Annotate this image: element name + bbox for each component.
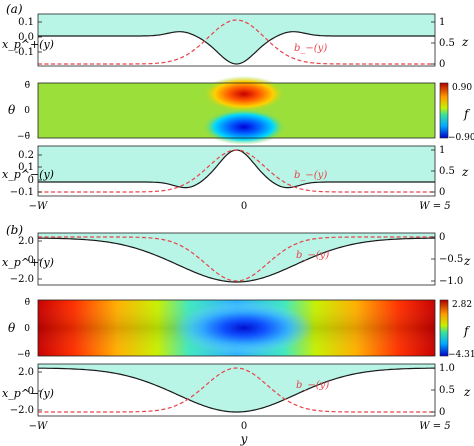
panel-a-heatmap-ytick: 0 <box>24 106 30 116</box>
panel-b-bottom-dashed-curve <box>38 367 435 413</box>
panel-b-top-ylabel: x_p^+(y) <box>2 256 54 269</box>
part-a-xtick: 0 <box>241 201 247 212</box>
panel-b-top-fill <box>38 233 435 282</box>
panel-a-bottom-ztick: 0.5 <box>439 166 455 177</box>
panel-b-top-curve-label: b_−(y) <box>296 250 329 261</box>
panel-a-bottom-ytick: 0 <box>28 175 34 186</box>
panel-b-bottom-ztick: 0.5 <box>439 385 455 396</box>
panel-a-colorbar <box>439 82 449 139</box>
panel-a-bottom-ytick: −0.1 <box>10 187 34 198</box>
panel-b-heatmap-ytick: θ̄ <box>25 298 30 308</box>
part-b-xlabel: y <box>240 432 248 446</box>
panel-b-heatmap-ytick: 0 <box>24 324 30 334</box>
panel-b-colorbar-min: −4.31 <box>448 350 474 360</box>
panel-a-bottom-ylabel: x_p^−(y) <box>2 168 54 181</box>
panel-b-bottom-zlabel: z <box>463 385 471 399</box>
panel-b-top-ztick: 0 <box>439 232 445 243</box>
panel-a-bottom-ztick: 0 <box>439 187 445 198</box>
panel-b-bottom-ztick: 1.0 <box>439 363 455 374</box>
panel-b-top-ytick: −2.0 <box>10 274 34 285</box>
panel-a-colorbar-min: −0.90 <box>448 133 474 143</box>
part-a-label: (a) <box>6 2 23 16</box>
part-b-label: (b) <box>6 223 23 237</box>
panel-a-heatmap-negative-lobe <box>202 109 286 145</box>
panel-a-bottom-ytick: 0.2 <box>18 150 34 161</box>
panel-b-top-zlabel: z <box>463 254 471 268</box>
panel-b-heatmap: θ̄ 0 −θ̄ θ 2.82 −4.31 f <box>8 298 474 360</box>
panel-b-top-ytick: 2.0 <box>18 236 34 247</box>
panel-b-top-dashed-curve <box>38 236 435 282</box>
panel-a-top-zlabel: z <box>461 35 469 49</box>
panel-a-top-curve <box>38 31 435 65</box>
panel-b-bottom-fill <box>38 364 435 412</box>
panel-b-heatmap-negative-lobe <box>174 302 314 354</box>
part-b-xtick: −W <box>29 421 48 432</box>
panel-a-colorbar-label: f <box>463 107 471 121</box>
panel-a-top-frame <box>37 13 436 67</box>
panel-a-bottom-zlabel: z <box>461 165 469 179</box>
panel-a-top-curve-label: b_−(y) <box>294 43 327 54</box>
panel-b-bottom-ytick: −2.0 <box>10 405 34 416</box>
panel-a-heatmap-ytick: θ̄ <box>25 81 30 91</box>
panel-b-colorbar-label: f <box>463 324 471 338</box>
panel-a-heatmap: θ̄ 0 −θ̄ θ 0.90 −0.90 f <box>8 76 474 145</box>
panel-a-bottom-dashed-curve <box>38 149 435 193</box>
panel-a-colorbar-max: 0.90 <box>452 83 472 93</box>
panel-b-bottom-curve-label: b_−(y) <box>296 380 329 391</box>
panel-b-top-ytick: 0 <box>28 255 34 266</box>
panel-a-top-ztick: 1 <box>439 17 445 28</box>
panel-a-top: 0.1 0.0 -0.1 1 0.5 0 z x_p^+(y) b_−(y) <box>2 13 469 70</box>
panel-b-top: 2.0 0 −2.0 0 −0.5 −1.0 z x_p^+(y) b_−(y) <box>2 232 471 287</box>
panel-a-top-dashed-curve <box>38 19 435 65</box>
panel-a-top-ytick: 0.0 <box>18 32 34 43</box>
panel-b-top-ztick: −1.0 <box>439 276 463 287</box>
panel-b-colorbar <box>439 299 449 357</box>
panel-b-top-ztick: −0.5 <box>439 254 463 265</box>
panel-b-bottom-ytick: 0 <box>28 386 34 397</box>
part-a-xtick: W = 5 <box>419 201 450 212</box>
panel-a-bottom-ytick: 0.1 <box>18 162 34 173</box>
panel-a-heatmap-positive-lobe <box>202 76 286 112</box>
panel-a-top-ytick: 0.1 <box>18 17 34 28</box>
panel-b-bottom-curve <box>38 367 435 413</box>
panel-a-heatmap-ylabel: θ <box>8 103 16 117</box>
panel-b-colorbar-max: 2.82 <box>452 300 472 310</box>
panel-b-bottom: 2.0 0 −2.0 1.0 0.5 0 z x_p^−(y) b_−(y) <box>2 363 471 418</box>
panel-a-top-ytick: -0.1 <box>15 47 34 58</box>
panel-a-heatmap-ytick: −θ̄ <box>17 132 30 142</box>
panel-a-top-ylabel: x_p^+(y) <box>2 38 54 51</box>
panel-b-bottom-ytick: 2.0 <box>18 367 34 378</box>
panel-a-bottom-ztick: 1 <box>439 145 445 156</box>
panel-a-bottom-fill <box>38 146 435 188</box>
part-b-xtick: 0 <box>241 421 247 432</box>
panel-a-bottom: 0.2 0.1 0 −0.1 1 0.5 0 z x_p^−(y) b_−(y) <box>2 145 469 198</box>
panel-b-heatmap-ytick: −θ̄ <box>17 350 30 360</box>
panel-a-top-fill <box>38 14 435 64</box>
panel-b-top-curve <box>38 237 435 283</box>
part-a-xtick: −W <box>29 201 48 212</box>
panel-b-bottom-ztick: 0 <box>439 407 445 418</box>
panel-b-bottom-ylabel: x_p^−(y) <box>2 387 54 400</box>
panel-a-bottom-curve-label: b_−(y) <box>294 170 327 181</box>
panel-b-heatmap-ylabel: θ <box>8 321 16 335</box>
panel-a-top-ztick: 0 <box>439 59 445 70</box>
panel-a-top-ztick: 0.5 <box>439 38 455 49</box>
part-b-xtick: W = 5 <box>419 421 450 432</box>
